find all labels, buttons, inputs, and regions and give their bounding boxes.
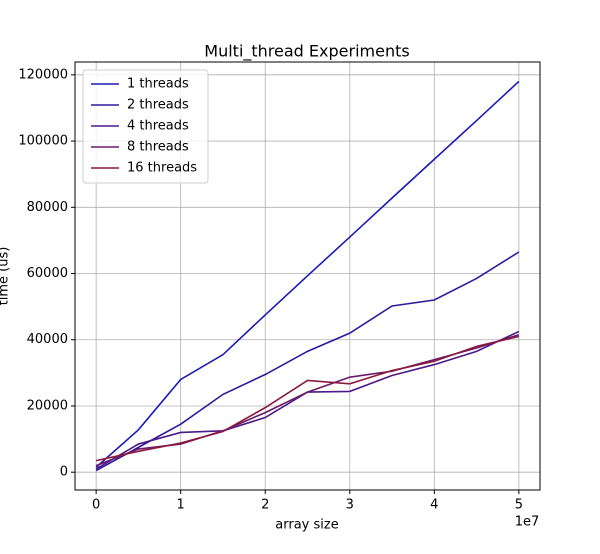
x-tick-label: 4	[430, 498, 438, 513]
legend-label: 8 threads	[127, 140, 189, 155]
x-tick-label: 0	[92, 498, 100, 513]
y-tick-label: 0	[60, 465, 68, 480]
legend-label: 1 threads	[127, 77, 189, 92]
x-tick-label: 3	[346, 498, 354, 513]
x-tick-label: 5	[515, 498, 523, 513]
series-line	[95, 335, 520, 462]
series-line	[95, 251, 520, 472]
x-axis-label: array size	[275, 518, 338, 533]
x-tick-label: 1	[177, 498, 185, 513]
y-tick-label: 40000	[27, 332, 68, 347]
y-tick-label: 80000	[27, 200, 68, 215]
chart-title: Multi_thread Experiments	[204, 42, 409, 62]
legend-label: 4 threads	[127, 119, 189, 134]
legend-label: 16 threads	[127, 161, 197, 176]
x-offset-label: 1e7	[515, 515, 540, 530]
y-tick-label: 100000	[18, 134, 68, 149]
y-axis-label: time (us)	[0, 247, 12, 306]
y-tick-label: 20000	[27, 398, 68, 413]
legend-label: 2 threads	[127, 98, 189, 113]
y-tick-label: 60000	[27, 266, 68, 281]
axes-frame	[74, 61, 541, 491]
y-tick-label: 120000	[18, 67, 68, 82]
series-line	[95, 80, 520, 468]
legend-box	[82, 69, 209, 184]
x-tick-label: 2	[261, 498, 269, 513]
